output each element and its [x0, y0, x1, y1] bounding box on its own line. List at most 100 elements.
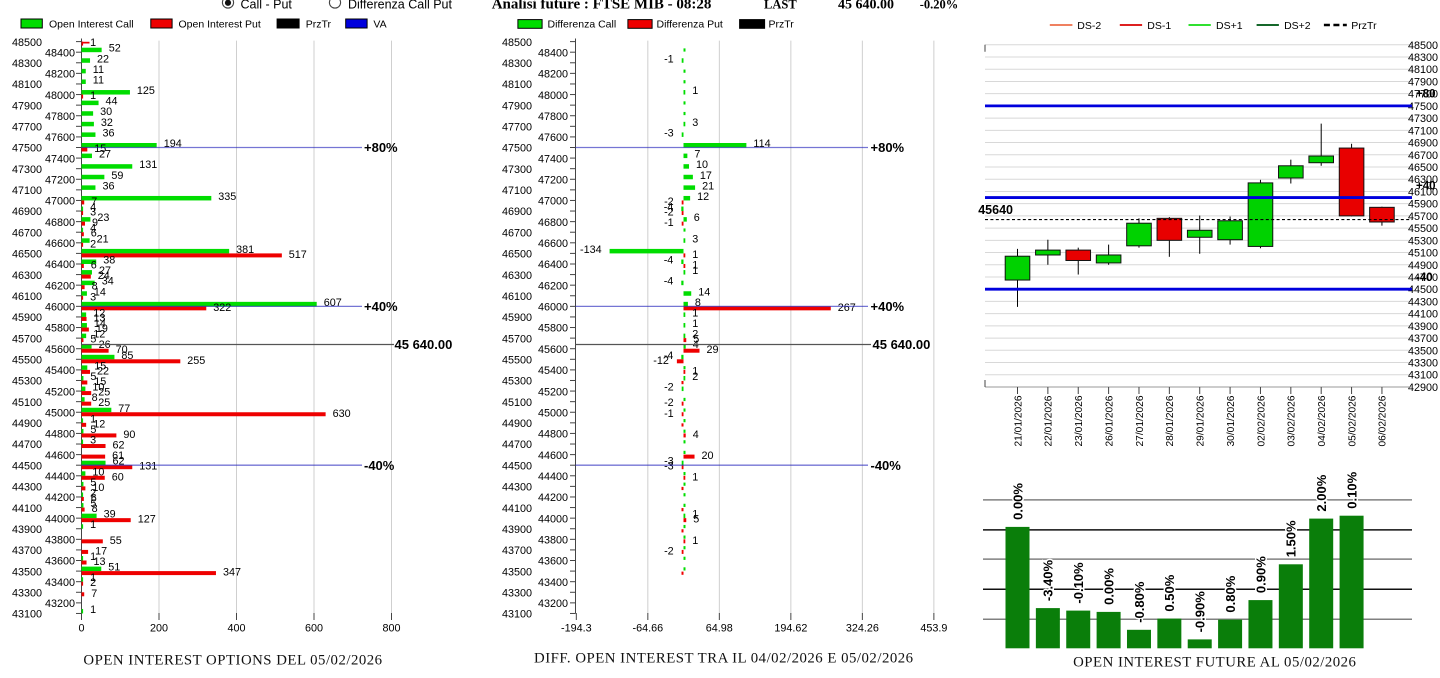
svg-text:2: 2: [90, 577, 96, 589]
svg-text:22/01/2026: 22/01/2026: [1044, 395, 1055, 446]
svg-text:47900: 47900: [1408, 77, 1438, 89]
svg-text:43200: 43200: [45, 598, 75, 610]
svg-text:Differenza Call Put: Differenza Call Put: [348, 0, 453, 12]
svg-text:47300: 47300: [1408, 113, 1438, 125]
svg-text:27: 27: [99, 265, 111, 277]
svg-text:44400: 44400: [45, 471, 75, 483]
svg-text:47100: 47100: [12, 185, 42, 197]
svg-text:02/02/2026: 02/02/2026: [1256, 395, 1267, 446]
svg-text:-40: -40: [1416, 272, 1433, 284]
svg-text:6: 6: [91, 260, 97, 272]
svg-text:43400: 43400: [538, 577, 568, 589]
svg-text:10: 10: [92, 382, 104, 394]
svg-text:-4: -4: [664, 255, 674, 267]
svg-text:-1: -1: [664, 408, 674, 420]
svg-text:47500: 47500: [1408, 101, 1438, 113]
svg-text:4: 4: [693, 429, 699, 441]
svg-text:43500: 43500: [12, 566, 42, 578]
svg-text:8: 8: [92, 281, 98, 293]
svg-text:-0.90%: -0.90%: [1193, 591, 1208, 633]
svg-text:46800: 46800: [45, 217, 75, 229]
svg-text:48000: 48000: [45, 90, 75, 102]
svg-text:46900: 46900: [12, 206, 42, 218]
svg-text:127: 127: [138, 514, 156, 526]
svg-text:06/02/2026: 06/02/2026: [1378, 395, 1389, 446]
svg-text:1: 1: [692, 249, 698, 261]
svg-text:43300: 43300: [12, 588, 42, 600]
svg-text:30: 30: [100, 106, 112, 118]
svg-text:-1: -1: [664, 53, 674, 65]
svg-text:1: 1: [692, 265, 698, 277]
svg-text:OPEN INTEREST FUTURE AL 05/02/: OPEN INTEREST FUTURE AL 05/02/2026: [1073, 655, 1356, 671]
svg-text:27/01/2026: 27/01/2026: [1135, 395, 1146, 446]
svg-text:44000: 44000: [45, 513, 75, 525]
svg-text:47200: 47200: [45, 175, 75, 187]
svg-text:46400: 46400: [45, 259, 75, 271]
svg-text:15: 15: [94, 376, 106, 388]
svg-text:27: 27: [99, 149, 111, 161]
svg-text:11: 11: [93, 64, 104, 76]
svg-text:1: 1: [90, 572, 96, 584]
svg-text:47900: 47900: [12, 100, 42, 112]
svg-text:45100: 45100: [502, 397, 532, 409]
svg-text:607: 607: [324, 297, 342, 309]
svg-text:VA: VA: [373, 19, 386, 31]
svg-text:46700: 46700: [1408, 150, 1438, 162]
svg-text:10: 10: [696, 159, 708, 171]
svg-text:46200: 46200: [45, 280, 75, 292]
svg-text:45600: 45600: [538, 344, 568, 356]
svg-text:44500: 44500: [502, 460, 532, 472]
svg-text:-4: -4: [664, 276, 674, 288]
svg-text:43300: 43300: [502, 588, 532, 600]
svg-text:-40%: -40%: [871, 458, 902, 473]
svg-text:131: 131: [139, 461, 157, 473]
svg-text:28/01/2026: 28/01/2026: [1165, 395, 1176, 446]
svg-text:15: 15: [94, 360, 106, 372]
svg-text:5: 5: [693, 514, 699, 526]
svg-text:44900: 44900: [12, 418, 42, 430]
svg-text:47700: 47700: [1408, 89, 1438, 101]
svg-text:43300: 43300: [1408, 358, 1438, 370]
svg-text:43100: 43100: [1408, 370, 1438, 382]
svg-text:-194.3: -194.3: [561, 623, 592, 635]
svg-text:55: 55: [110, 535, 122, 547]
svg-text:131: 131: [139, 159, 157, 171]
svg-text:48300: 48300: [12, 58, 42, 70]
svg-text:3: 3: [692, 233, 698, 245]
svg-text:17: 17: [95, 545, 107, 557]
svg-text:46800: 46800: [538, 217, 568, 229]
svg-text:70: 70: [116, 344, 128, 356]
svg-text:12: 12: [93, 418, 105, 430]
svg-text:43900: 43900: [12, 524, 42, 536]
svg-text:-1: -1: [664, 217, 674, 229]
svg-text:5: 5: [90, 477, 96, 489]
svg-text:-2: -2: [664, 382, 674, 394]
svg-text:8: 8: [695, 297, 701, 309]
svg-text:23/01/2026: 23/01/2026: [1074, 395, 1085, 446]
svg-text:26/01/2026: 26/01/2026: [1104, 395, 1115, 446]
svg-text:0: 0: [78, 623, 84, 635]
svg-text:38: 38: [103, 255, 115, 267]
svg-text:85: 85: [121, 350, 133, 362]
svg-text:45300: 45300: [502, 376, 532, 388]
svg-text:90: 90: [123, 429, 135, 441]
svg-text:48300: 48300: [1408, 52, 1438, 64]
svg-text:267: 267: [838, 302, 856, 314]
svg-text:44300: 44300: [502, 482, 532, 494]
svg-text:47800: 47800: [538, 111, 568, 123]
svg-text:2: 2: [692, 329, 698, 341]
svg-text:5: 5: [90, 371, 96, 383]
svg-text:0.10%: 0.10%: [1344, 471, 1359, 508]
svg-text:1: 1: [90, 37, 96, 49]
svg-text:48200: 48200: [45, 69, 75, 81]
svg-text:03/02/2026: 03/02/2026: [1287, 395, 1298, 446]
svg-text:PrzTr: PrzTr: [769, 19, 795, 31]
svg-text:45900: 45900: [502, 312, 532, 324]
svg-text:44700: 44700: [502, 439, 532, 451]
svg-text:125: 125: [137, 85, 155, 97]
svg-text:Open Interest Put: Open Interest Put: [179, 19, 261, 31]
svg-text:114: 114: [753, 138, 770, 150]
svg-text:43900: 43900: [502, 524, 532, 536]
svg-text:45300: 45300: [12, 376, 42, 388]
svg-text:46600: 46600: [45, 238, 75, 250]
